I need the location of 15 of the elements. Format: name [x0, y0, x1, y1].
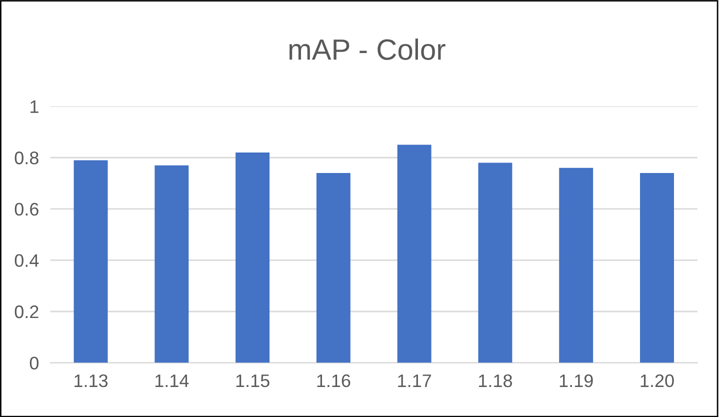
y-tick-label: 0 [30, 356, 39, 370]
x-tick-label: 1.16 [317, 374, 350, 388]
chart-title: mAP - Color [289, 38, 446, 60]
y-tick-label: 0.4 [14, 254, 39, 267]
y-tick-label: 0.8 [14, 152, 38, 164]
y-tick-label: 0.2 [14, 305, 38, 318]
y-tick-label: 1 [30, 100, 38, 113]
x-tick-label: 1.15 [236, 374, 270, 388]
y-tick-label: 0.6 [14, 202, 38, 216]
x-tick-label: 1.19 [560, 374, 593, 388]
x-tick-label: 1.20 [640, 374, 674, 388]
x-tick-label: 1.14 [155, 374, 189, 387]
x-tick-label: 1.17 [398, 374, 431, 387]
x-tick-label: 1.18 [479, 374, 512, 388]
x-tick-label: 1.13 [74, 374, 108, 388]
